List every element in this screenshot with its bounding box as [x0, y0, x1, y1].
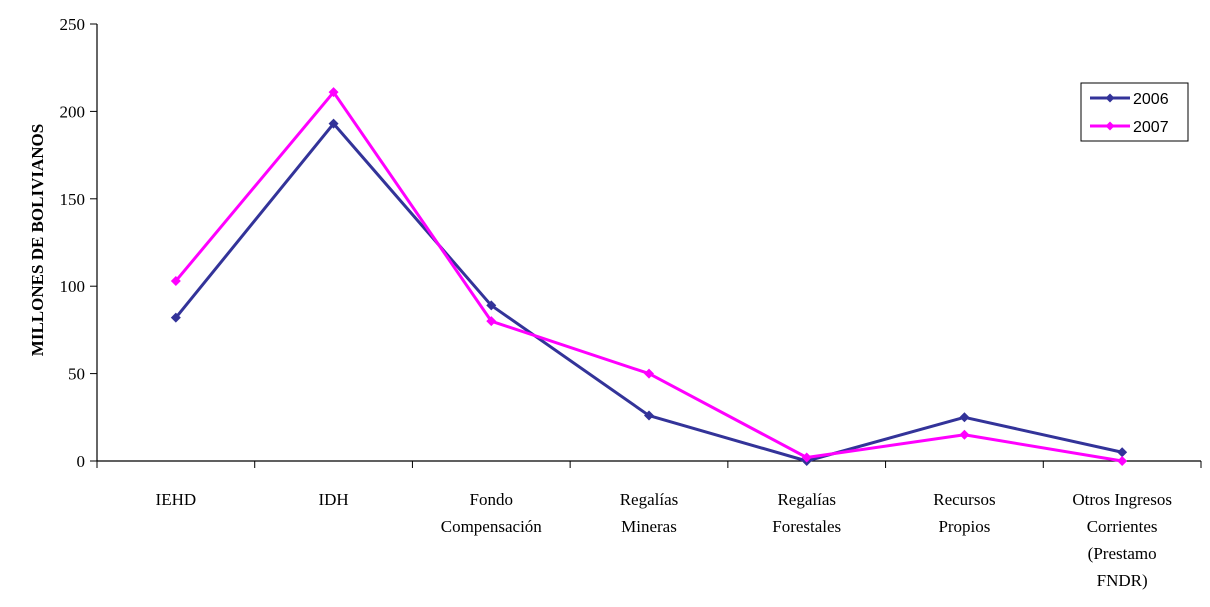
data-point-marker: [959, 412, 970, 423]
y-tick-label: 100: [60, 277, 86, 296]
series-line: [174, 122, 1123, 463]
axes: [96, 24, 1201, 462]
legend: 2006 2007: [1080, 82, 1189, 142]
x-tick-label-line: Regalías: [620, 490, 679, 509]
x-tick-label-line: Recursos: [933, 490, 995, 509]
x-tick-label: Regalías Forestales: [772, 490, 841, 536]
legend-item: 2007: [1090, 119, 1169, 136]
series-line: [174, 90, 1123, 463]
x-tick-label-line: (Prestamo: [1088, 544, 1157, 563]
x-tick-label-line: Otros Ingresos: [1072, 490, 1172, 509]
x-tick-label: Otros Ingresos Corrientes (Prestamo FNDR): [1072, 490, 1172, 590]
x-tick-label-line: FNDR): [1097, 571, 1148, 590]
data-point-marker: [486, 316, 497, 327]
y-tick-label: 0: [77, 452, 86, 471]
y-tick-label: 250: [60, 15, 86, 34]
x-tick-label: Regalías Mineras: [620, 490, 679, 536]
x-tick-label: Recursos Propios: [933, 490, 995, 536]
x-tick-label: Fondo Compensación: [441, 490, 543, 536]
data-point-marker: [328, 87, 339, 98]
data-point-marker: [328, 118, 339, 129]
data-point-marker: [644, 410, 654, 421]
y-axis-label: MILLONES DE BOLIVIANOS: [28, 124, 47, 356]
x-tick-label-line: IEHD: [156, 490, 197, 509]
y-tick-label: 50: [68, 365, 85, 384]
data-point-marker: [801, 452, 812, 463]
x-tick-label-line: Compensación: [441, 517, 543, 536]
x-tick-label: IDH: [318, 490, 348, 509]
series-group: [170, 87, 1128, 466]
x-tick-label-line: IDH: [318, 490, 348, 509]
data-point-marker: [1117, 456, 1128, 466]
y-axis-ticks: 0 50 100 150 200 250: [60, 15, 97, 471]
y-tick-label: 150: [60, 190, 86, 209]
data-point-marker: [170, 312, 181, 323]
x-tick-label-line: Mineras: [621, 517, 677, 536]
data-point-marker: [1117, 447, 1128, 458]
x-tick-label-line: Propios: [938, 517, 990, 536]
x-tick-label: IEHD: [156, 490, 197, 509]
data-point-marker: [959, 429, 970, 440]
legend-swatch-marker: [1105, 93, 1115, 103]
x-tick-label-line: Corrientes: [1087, 517, 1158, 536]
legend-item: 2006: [1090, 91, 1169, 108]
legend-swatch-marker: [1105, 121, 1115, 131]
x-tick-label-line: Regalías: [777, 490, 836, 509]
y-tick-label: 200: [60, 102, 86, 121]
legend-label: 2006: [1133, 91, 1169, 108]
legend-box: [1080, 82, 1189, 142]
x-tick-label-line: Fondo: [470, 490, 513, 509]
legend-label: 2007: [1133, 119, 1169, 136]
data-point-marker: [170, 275, 181, 286]
x-tick-label-line: Forestales: [772, 517, 841, 536]
data-point-marker: [644, 368, 654, 379]
series-2006: [170, 118, 1128, 466]
series-2007: [170, 87, 1128, 466]
data-point-marker: [486, 300, 497, 311]
